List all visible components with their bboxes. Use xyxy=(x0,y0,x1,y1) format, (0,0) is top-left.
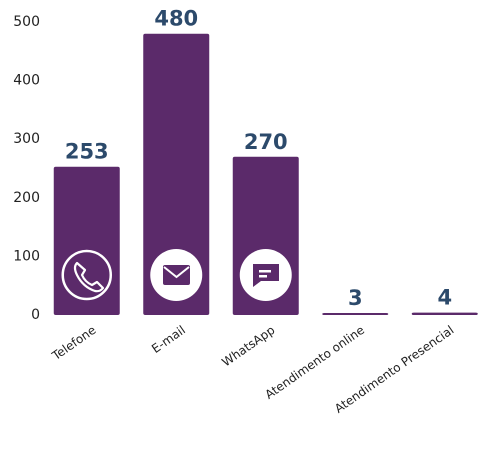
y-tick-label: 300 xyxy=(13,131,40,147)
phone-icon xyxy=(61,249,112,301)
chat-icon xyxy=(239,249,292,301)
y-tick-label: 100 xyxy=(13,248,40,264)
value-label: 3 xyxy=(348,286,363,310)
value-label: 4 xyxy=(437,286,452,310)
y-tick-label: 200 xyxy=(13,190,40,206)
bar xyxy=(143,33,210,315)
bar xyxy=(322,313,389,315)
x-tick-label: E-mail xyxy=(149,323,188,356)
y-tick-label: 500 xyxy=(13,14,40,30)
bar xyxy=(53,166,120,315)
bar xyxy=(411,312,478,315)
x-tick-label: WhatsApp xyxy=(219,323,277,370)
mail-icon xyxy=(150,249,203,301)
icons xyxy=(61,249,292,301)
value-label: 270 xyxy=(244,130,288,154)
y-tick-label: 0 xyxy=(31,307,40,323)
value-label: 253 xyxy=(65,140,109,164)
y-tick-label: 400 xyxy=(13,73,40,89)
x-tick-label: Telefone xyxy=(49,323,99,364)
value-label: 480 xyxy=(154,7,198,31)
plot: 0 100 200 300 400 500 253 Telefone 480 E-mail 270 W… xyxy=(13,7,478,416)
